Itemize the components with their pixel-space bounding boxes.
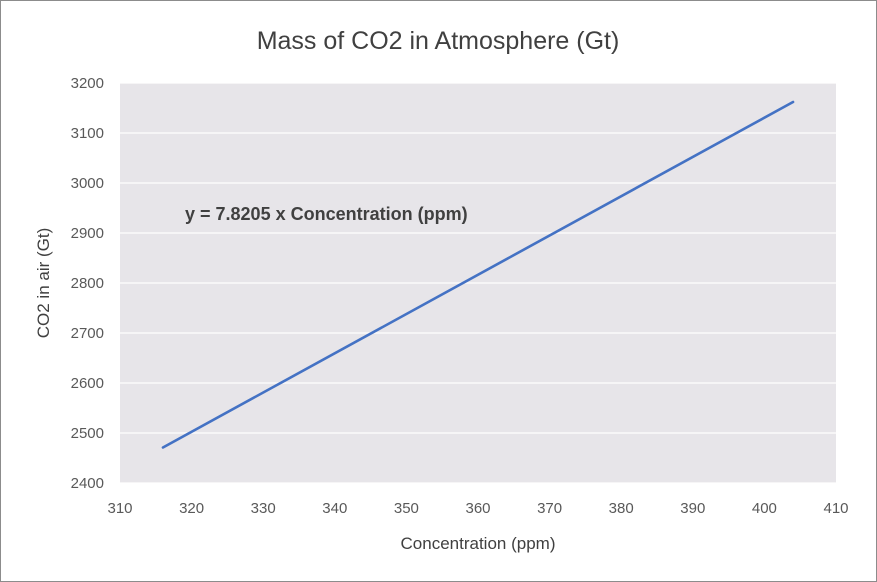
x-tick-label: 350 xyxy=(394,500,419,517)
series-group xyxy=(161,100,795,449)
y-tick-label: 2500 xyxy=(71,425,104,442)
y-tick-label: 2400 xyxy=(71,475,104,492)
y-tick-label: 2800 xyxy=(71,275,104,292)
y-tick-label: 3000 xyxy=(71,175,104,192)
x-tick-label: 400 xyxy=(752,500,777,517)
chart-title: Mass of CO2 in Atmosphere (Gt) xyxy=(257,27,620,55)
x-tick-label: 360 xyxy=(465,500,490,517)
x-tick-label: 330 xyxy=(251,500,276,517)
trendline-equation: y = 7.8205 x Concentration (ppm) xyxy=(185,204,468,224)
y-axis-label: CO2 in air (Gt) xyxy=(34,228,53,339)
x-tick-label: 410 xyxy=(823,500,848,517)
y-tick-label: 2900 xyxy=(71,225,104,242)
x-tick-label: 380 xyxy=(609,500,634,517)
x-tick-label: 370 xyxy=(537,500,562,517)
x-tick-label: 340 xyxy=(322,500,347,517)
x-tick-label: 390 xyxy=(680,500,705,517)
series-line xyxy=(161,100,795,449)
y-axis-ticks: 2400 2500 2600 2700 2800 2900 3000 3100 3200 xyxy=(71,75,104,492)
y-tick-label: 2600 xyxy=(71,375,104,392)
x-axis-label: Concentration (ppm) xyxy=(401,534,556,553)
x-axis-ticks: 310 320 330 340 350 360 370 380 390 400 410 xyxy=(107,500,848,517)
x-tick-label: 310 xyxy=(107,500,132,517)
y-tick-label: 3200 xyxy=(71,75,104,92)
y-tick-label: 2700 xyxy=(71,325,104,342)
gridlines xyxy=(120,82,836,484)
x-tick-label: 320 xyxy=(179,500,204,517)
y-tick-label: 3100 xyxy=(71,125,104,142)
